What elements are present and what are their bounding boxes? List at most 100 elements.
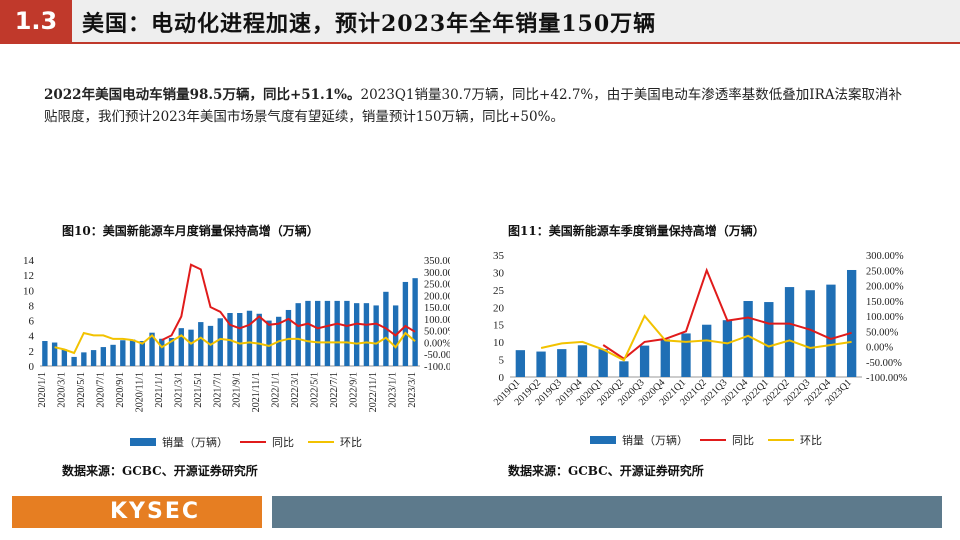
bar-2020/9/1 — [120, 340, 126, 366]
line-环比 — [540, 314, 852, 362]
x-tick-label: 2020/11/1 — [134, 372, 145, 412]
bar-2020/1/1 — [42, 341, 48, 366]
company-logo: KYSEC — [110, 499, 200, 524]
legend-swatch-bar — [590, 436, 616, 444]
bar-2022/5/1 — [315, 300, 321, 366]
summary-bold: 2022年美国电动车销量98.5万辆，同比+51.1%。 — [44, 87, 361, 103]
legend-label: 环比 — [340, 436, 362, 449]
x-tick-label: 2020/9/1 — [115, 372, 126, 408]
y-left-tick-label: 10 — [23, 285, 35, 297]
y-right-tick-label: 200.00% — [424, 291, 450, 302]
x-tick-label: 2022/1/1 — [271, 372, 282, 408]
bar-2020Q3 — [639, 345, 650, 377]
legend-label: 环比 — [800, 434, 822, 447]
y-left-tick-label: 12 — [23, 270, 34, 282]
figure-11-source: 数据来源：GCBC、开源证券研究所 — [508, 464, 704, 478]
bar-2019Q1 — [515, 350, 526, 377]
y-left-tick-label: 2 — [29, 346, 35, 358]
monthly-sales-chart: 0 2 4 6 8 10 12 14 -100.00%-50.00%0.00%50.00%100… — [23, 255, 450, 449]
x-tick-label: 2023/3/1 — [407, 372, 418, 408]
y-left-tick-label: 10 — [493, 337, 505, 349]
bar-2022/10/1 — [363, 303, 370, 366]
y-right-tick-label: 0.00% — [866, 343, 893, 354]
slide-title: 美国：电动化进程加速，预计2023年全年销量150万辆 — [82, 11, 657, 37]
bar-2020/3/1 — [61, 349, 68, 366]
section-number: 1.3 — [0, 0, 72, 42]
y-right-tick-label: -50.00% — [866, 358, 902, 369]
bar-2021Q4 — [743, 301, 753, 377]
bar-2021/12/1 — [266, 320, 272, 366]
bar-2022Q2 — [784, 287, 795, 377]
bar-2022/6/1 — [324, 300, 331, 366]
legend-label: 同比 — [732, 434, 754, 447]
x-tick-label: 2020/7/1 — [95, 372, 106, 408]
bar-2022/4/1 — [305, 300, 311, 366]
bar-2021/3/1 — [178, 328, 184, 366]
y-left-tick-label: 15 — [493, 320, 505, 332]
bar-2020/2/1 — [51, 342, 58, 366]
x-tick-label: 2021/1/1 — [154, 372, 165, 408]
y-right-tick-label: 0.00% — [424, 338, 450, 349]
quarterly-sales-chart: 0 5 10 15 20 25 30 35 -100.00% -50.00% 0.00% 50.00%… — [492, 250, 907, 447]
x-tick-label: 2022/11/1 — [368, 372, 379, 412]
bar-2021/5/1 — [198, 322, 204, 366]
bar-2019Q4 — [577, 345, 588, 377]
legend-swatch-bar — [130, 438, 156, 446]
line-环比 — [54, 331, 416, 355]
footer-bar — [272, 496, 942, 528]
summary-normal: 2023Q1销量30.7万辆，同比+42.7%，由于美国电动车渗透率基数低叠加I… — [44, 87, 902, 125]
bar-2019Q3 — [557, 349, 567, 377]
bar-2022Q3 — [805, 290, 815, 377]
figure-10-source: 数据来源：GCBC、开源证券研究所 — [62, 464, 258, 478]
y-left-tick-label: 8 — [29, 300, 35, 312]
bar-2020Q2 — [619, 361, 629, 377]
y-right-tick-label: -100.00% — [866, 373, 907, 384]
bar-2022Q4 — [826, 284, 836, 377]
bar-2022/7/1 — [334, 300, 340, 366]
bar-2021/2/1 — [168, 337, 175, 366]
x-tick-label: 2022/3/1 — [290, 372, 301, 408]
x-tick-label: 2020/1/1 — [37, 372, 48, 408]
bar-2021/9/1 — [237, 313, 243, 366]
y-right-tick-label: -50.00% — [424, 350, 450, 361]
y-left-tick-label: 6 — [29, 316, 35, 328]
figure-10-title: 图10：美国新能源车月度销量保持高增（万辆） — [62, 224, 319, 238]
bar-2023/2/1 — [402, 281, 409, 366]
bar-2021/1/1 — [159, 338, 165, 366]
bar-2020/6/1 — [90, 350, 97, 366]
y-right-tick-label: 150.00% — [424, 303, 450, 314]
x-tick-label: 2020/5/1 — [76, 372, 87, 408]
bar-2020Q4 — [660, 339, 670, 377]
y-right-tick-label: 50.00% — [424, 327, 450, 338]
y-left-tick-label: 35 — [493, 250, 505, 262]
bar-2021Q3 — [722, 320, 733, 377]
bar-2021/11/1 — [256, 313, 262, 366]
line-同比 — [161, 263, 416, 341]
x-tick-label: 2020/3/1 — [56, 372, 67, 408]
y-right-tick-label: 200.00% — [866, 282, 904, 293]
bar-2020/10/1 — [129, 339, 136, 366]
x-tick-label: 2021/3/1 — [173, 372, 184, 408]
x-tick-label: 2022/7/1 — [329, 372, 340, 408]
bar-2023/3/1 — [412, 278, 418, 366]
y-left-tick-label: 0 — [29, 361, 35, 373]
y-right-tick-label: -100.00% — [424, 362, 450, 373]
bar-2022/8/1 — [344, 300, 350, 366]
line-同比 — [602, 267, 852, 360]
y-right-tick-label: 100.00% — [866, 312, 904, 323]
y-right-tick-label: 100.00% — [424, 315, 450, 326]
y-left-tick-label: 25 — [493, 285, 505, 297]
y-left-tick-label: 5 — [499, 355, 505, 367]
y-left-tick-label: 0 — [499, 372, 505, 384]
bar-2022/9/1 — [353, 303, 360, 366]
bar-2020/7/1 — [100, 347, 107, 366]
x-tick-label: 2021/5/1 — [193, 372, 204, 408]
summary-paragraph: 2022年美国电动车销量98.5万辆，同比+51.1%。2023Q1销量30.7… — [44, 84, 904, 128]
y-right-tick-label: 300.00% — [424, 268, 450, 279]
legend-label: 同比 — [272, 436, 294, 449]
bar-2021Q1 — [681, 333, 691, 377]
bar-2022/11/1 — [373, 305, 379, 366]
bar-2020/11/1 — [139, 341, 145, 366]
y-right-tick-label: 300.00% — [866, 251, 904, 262]
x-tick-label: 2022/5/1 — [310, 372, 321, 408]
